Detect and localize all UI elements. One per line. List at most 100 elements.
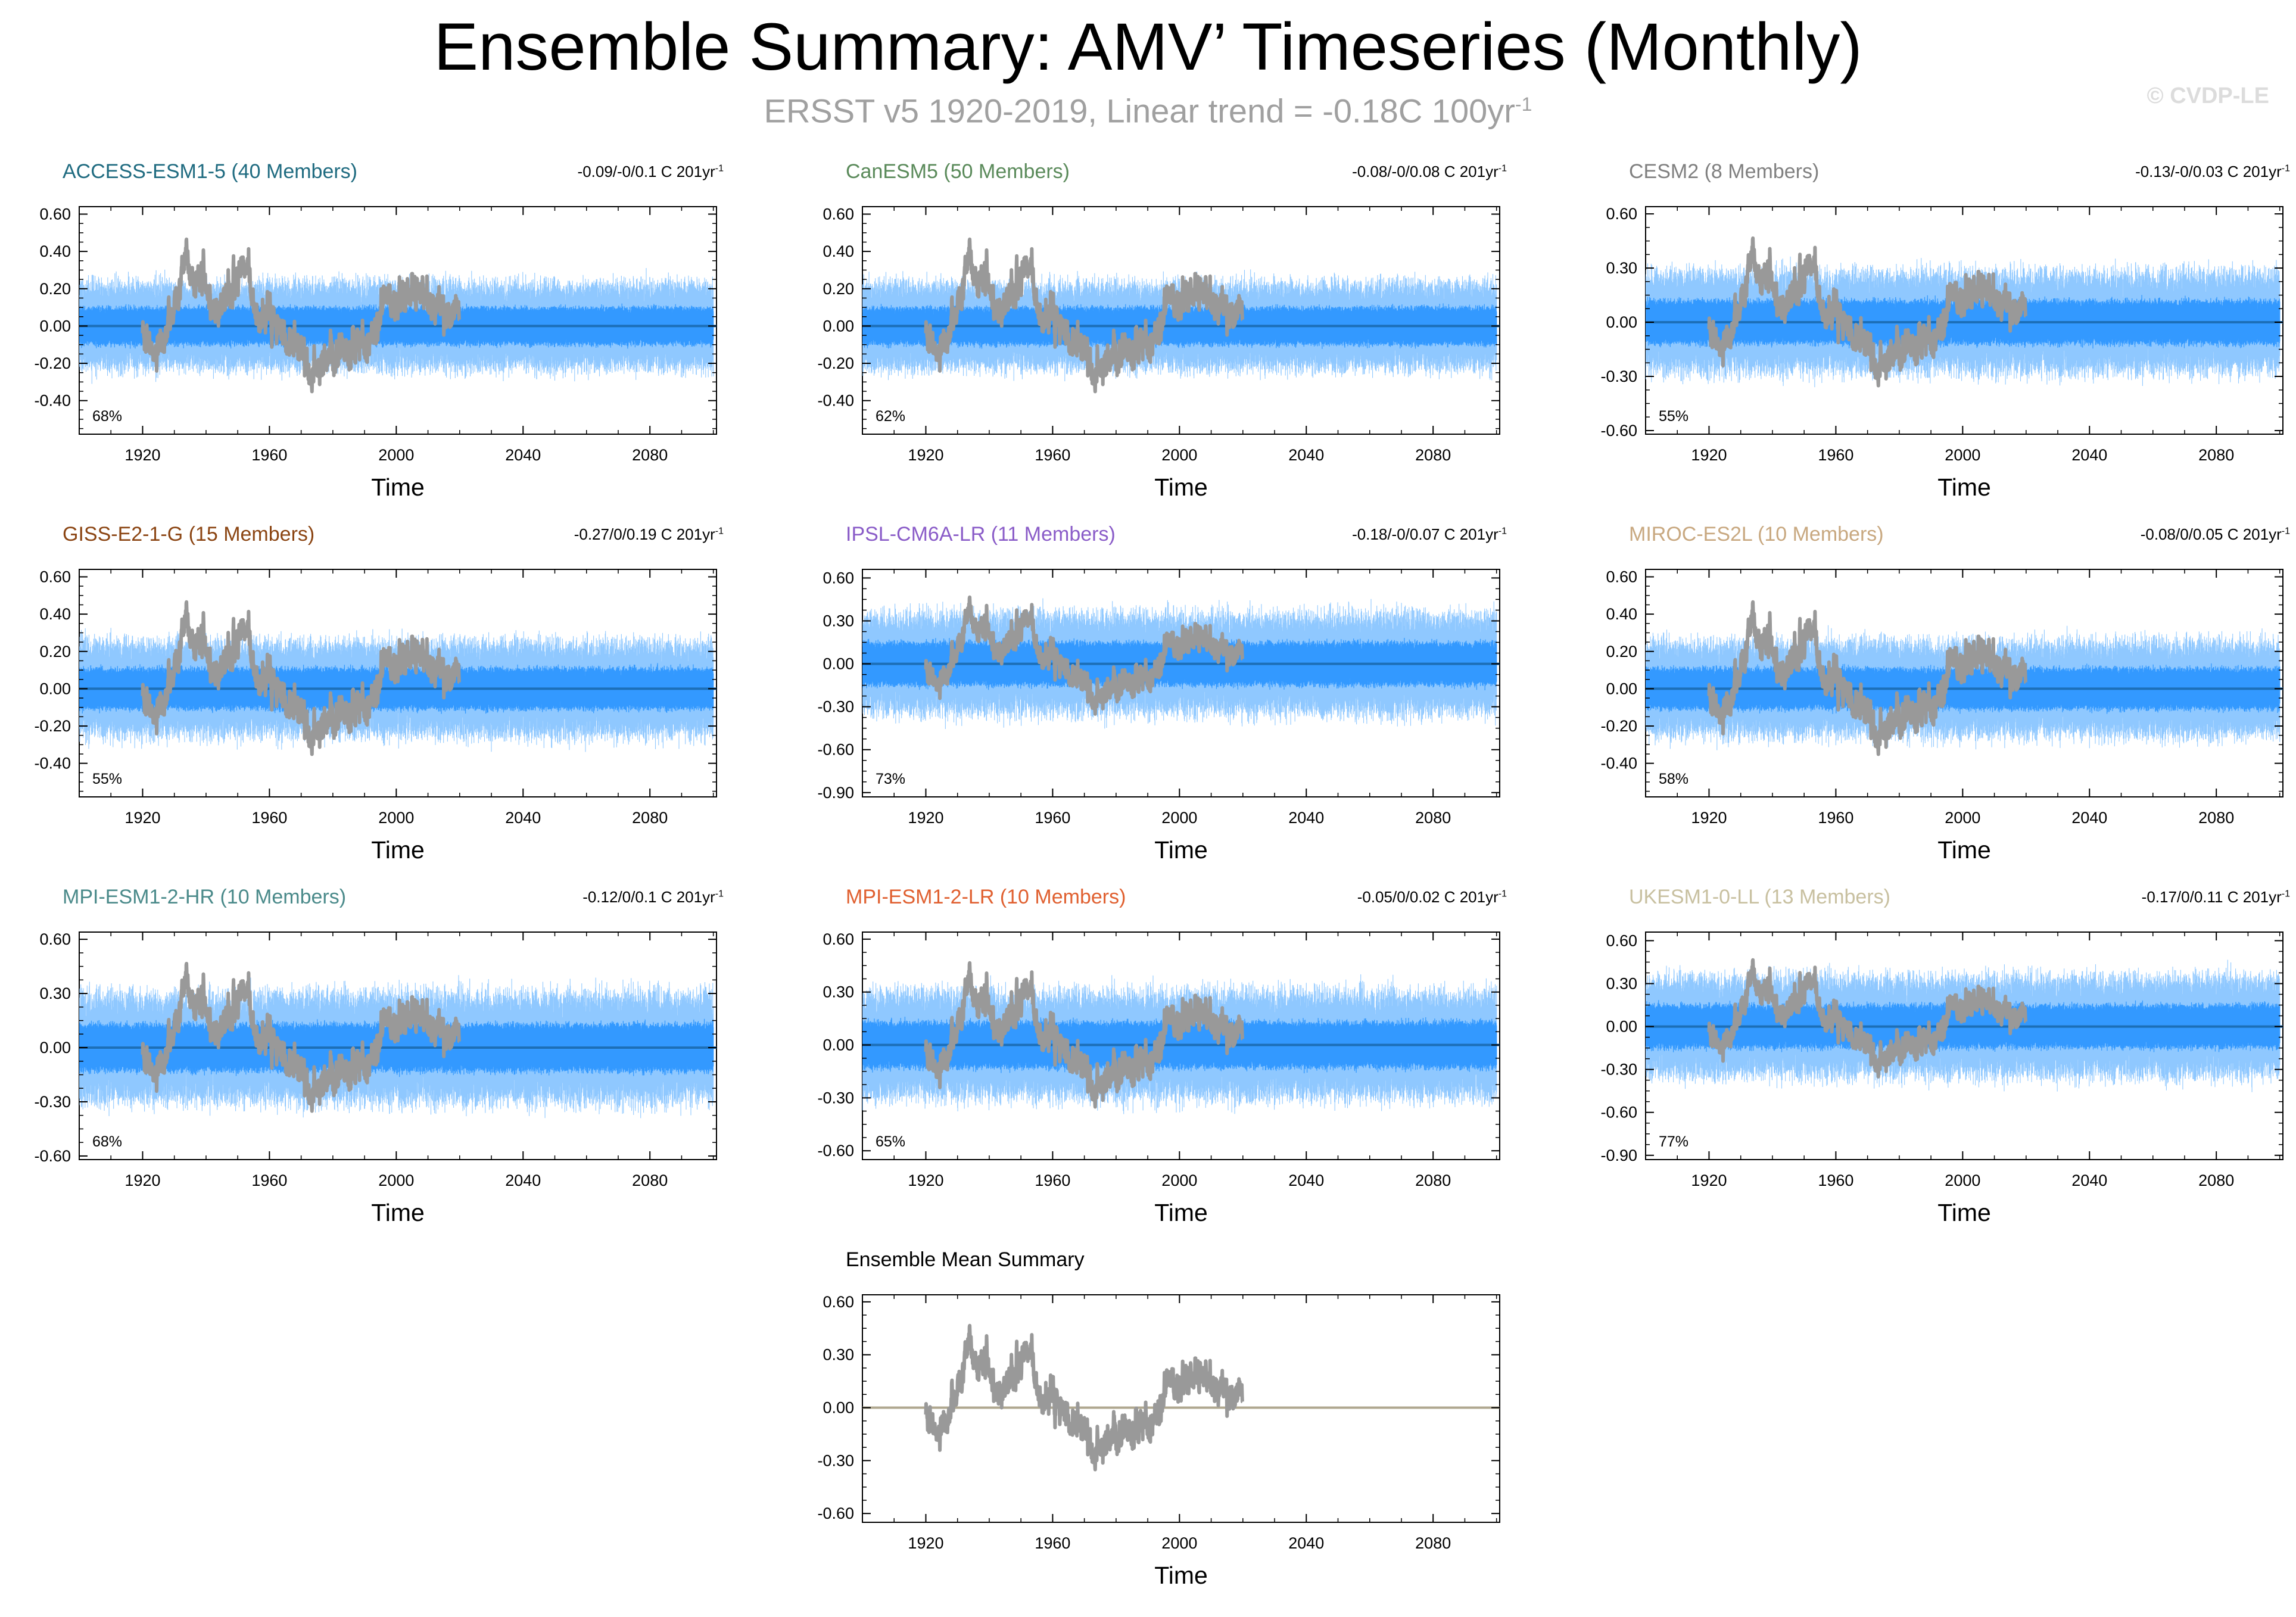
x-axis-label: Time: [1937, 473, 1991, 501]
x-tick-label: 2080: [1415, 809, 1451, 827]
y-tick-label: 0.30: [823, 983, 854, 1001]
percent-label: 68%: [92, 1133, 122, 1150]
x-tick-label: 2080: [1415, 1534, 1451, 1552]
y-tick-label: 0.00: [1606, 1018, 1637, 1036]
timeseries-chart: -0.40 -0.20 0.00 0.20 0.40 0.60 1920 1960 2000 20…: [817, 205, 1500, 501]
x-tick-label: 2040: [2071, 446, 2107, 464]
observed-series-line: [924, 961, 1244, 1109]
x-tick-label: 2000: [378, 446, 414, 464]
y-tick-label: -0.20: [1600, 717, 1637, 735]
x-tick-label: 1920: [124, 809, 160, 827]
timeseries-chart: -0.40 -0.20 0.00 0.20 0.40 0.60 1920 1960 2000 20…: [34, 568, 717, 864]
x-tick-label: 2040: [1288, 1172, 1324, 1189]
page-title: Ensemble Summary: AMV’ Timeseries (Month…: [434, 10, 1862, 84]
x-axis-label: Time: [1937, 836, 1991, 864]
panel-title: MPI-ESM1-2-HR (10 Members): [63, 886, 347, 908]
x-tick-label: 2000: [378, 1172, 414, 1189]
timeseries-chart: -0.60 -0.30 0.00 0.30 0.60 1920 1960 2000 2040 20…: [817, 1293, 1500, 1589]
observed-series-line: [924, 595, 1244, 716]
x-tick-label: 2080: [1415, 446, 1451, 464]
panel-mpi-esm1-2-lr: MPI-ESM1-2-LR (10 Members) -0.05/0/0.02 …: [798, 886, 1543, 1247]
y-tick-label: 0.60: [823, 1293, 854, 1311]
observed-series-line: [141, 962, 461, 1113]
percent-label: 62%: [876, 408, 905, 425]
y-tick-label: -0.20: [817, 354, 854, 372]
x-tick-label: 1960: [1818, 1172, 1853, 1189]
y-tick-label: 0.60: [39, 568, 71, 586]
y-tick-label: 0.60: [39, 930, 71, 948]
x-tick-label: 2080: [632, 809, 668, 827]
y-tick-label: 0.00: [39, 1039, 71, 1057]
panel-trend: -0.12/0/0.1 C 201yr-1: [582, 888, 724, 906]
panel-trend: -0.17/0/0.11 C 201yr-1: [2141, 888, 2290, 906]
y-tick-label: 0.00: [823, 655, 854, 673]
y-tick-label: 0.00: [39, 317, 71, 335]
x-axis-label: Time: [1154, 473, 1208, 501]
x-tick-label: 1920: [908, 1172, 943, 1189]
y-tick-label: 0.40: [823, 242, 854, 260]
x-tick-label: 2040: [2071, 809, 2107, 827]
x-tick-label: 2040: [1288, 446, 1324, 464]
y-tick-label: -0.40: [817, 392, 854, 410]
timeseries-chart: -0.40 -0.20 0.00 0.20 0.40 0.60 1920 1960 2000 20…: [1600, 568, 2283, 864]
x-tick-label: 1920: [124, 446, 160, 464]
percent-label: 58%: [1659, 771, 1688, 787]
x-tick-label: 1920: [908, 809, 943, 827]
x-tick-label: 1960: [1818, 446, 1853, 464]
y-tick-label: -0.60: [817, 1504, 854, 1522]
x-tick-label: 1920: [1691, 809, 1727, 827]
x-tick-label: 1920: [1691, 446, 1727, 464]
x-tick-label: 2040: [505, 809, 541, 827]
panel-title: GISS-E2-1-G (15 Members): [63, 523, 315, 546]
y-tick-label: 0.00: [1606, 313, 1637, 331]
observed-series-line: [1707, 236, 2027, 388]
observed-series-line: [141, 600, 461, 756]
x-tick-label: 2080: [632, 446, 668, 464]
timeseries-chart: -0.60 -0.30 0.00 0.30 0.60 1920 1960 2000 2040 20…: [34, 930, 717, 1226]
y-tick-label: 0.60: [39, 205, 71, 223]
timeseries-chart: -0.40 -0.20 0.00 0.20 0.40 0.60 1920 1960 2000 20…: [34, 205, 717, 501]
y-tick-label: 0.30: [39, 984, 71, 1002]
panel-title: CESM2 (8 Members): [1629, 160, 1820, 183]
y-tick-label: 0.00: [39, 680, 71, 697]
panel-trend: -0.08/0/0.05 C 201yr-1: [2140, 525, 2290, 543]
x-tick-label: 1920: [124, 1172, 160, 1189]
panel-trend: -0.09/-0/0.1 C 201yr-1: [577, 163, 724, 180]
panel-title: ACCESS-ESM1-5 (40 Members): [63, 160, 358, 183]
percent-label: 68%: [92, 408, 122, 425]
x-axis-label: Time: [371, 1199, 425, 1226]
x-tick-label: 2000: [378, 809, 414, 827]
x-tick-label: 2040: [1288, 809, 1324, 827]
panel-access-esm1-5: ACCESS-ESM1-5 (40 Members) -0.09/-0/0.1 …: [15, 160, 759, 521]
x-tick-label: 1920: [908, 1534, 943, 1552]
page-subtitle: ERSST v5 1920-2019, Linear trend = -0.18…: [764, 92, 1532, 130]
percent-label: 77%: [1659, 1133, 1688, 1150]
panel-trend: -0.05/0/0.02 C 201yr-1: [1357, 888, 1507, 906]
y-tick-label: 0.20: [1606, 643, 1637, 660]
y-tick-label: 0.20: [39, 643, 71, 660]
panel-mpi-esm1-2-hr: MPI-ESM1-2-HR (10 Members) -0.12/0/0.1 C…: [15, 886, 759, 1247]
x-tick-label: 2000: [1945, 809, 1980, 827]
timeseries-chart: -0.60 -0.30 0.00 0.30 0.60 1920 1960 2000 2040 20…: [1600, 205, 2283, 501]
y-tick-label: -0.30: [34, 1093, 71, 1111]
y-tick-label: 0.00: [823, 1399, 854, 1417]
y-tick-label: -0.40: [34, 392, 71, 410]
observed-series-line: [1707, 958, 2027, 1079]
x-tick-label: 2040: [2071, 1172, 2107, 1189]
timeseries-chart: -0.60 -0.30 0.00 0.30 0.60 1920 1960 2000 2040 20…: [817, 930, 1500, 1226]
y-tick-label: 0.40: [39, 242, 71, 260]
x-tick-label: 2080: [2198, 1172, 2234, 1189]
observed-series-line: [924, 237, 1244, 394]
y-tick-label: -0.30: [817, 1451, 854, 1469]
x-axis-label: Time: [1154, 836, 1208, 864]
x-tick-label: 2000: [1161, 446, 1197, 464]
x-axis-label: Time: [1154, 1199, 1208, 1226]
panel-title: MPI-ESM1-2-LR (10 Members): [846, 886, 1126, 908]
y-tick-label: -0.20: [34, 354, 71, 372]
panel-trend: -0.08/-0/0.08 C 201yr-1: [1352, 163, 1507, 180]
x-tick-label: 1960: [1035, 1172, 1070, 1189]
y-tick-label: -0.30: [1600, 1061, 1637, 1079]
x-axis-label: Time: [371, 473, 425, 501]
y-tick-label: -0.60: [817, 1142, 854, 1160]
y-tick-label: 0.40: [1606, 605, 1637, 623]
